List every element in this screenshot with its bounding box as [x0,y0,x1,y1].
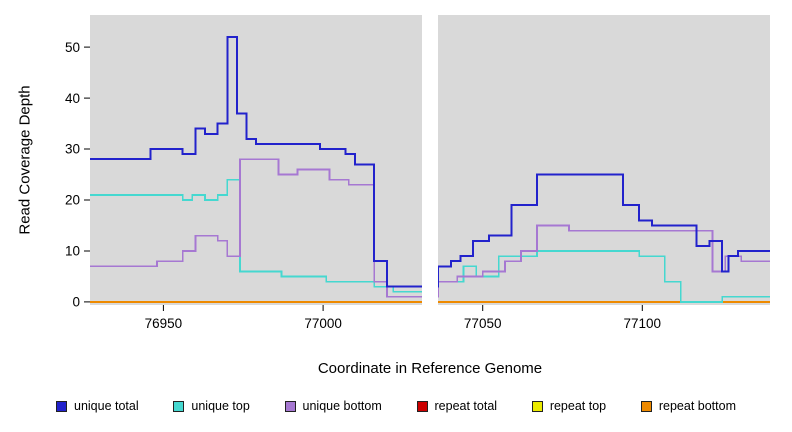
legend-item-unique-bottom: unique bottom [284,399,382,413]
series-unique-bottom [90,158,770,298]
legend-item-repeat-total: repeat total [416,399,498,413]
y-tick-label: 10 [65,244,80,259]
legend-label: unique total [74,399,139,413]
legend-item-repeat-bottom: repeat bottom [640,399,736,413]
legend-label: unique bottom [302,399,382,413]
x-tick-label: 77050 [464,316,502,331]
y-tick-label: 40 [65,91,80,106]
legend-swatch-icon [416,400,428,412]
legend-label: repeat total [434,399,498,413]
y-tick-label: 50 [65,40,80,55]
legend-swatch-icon [173,400,185,412]
legend-label: unique top [191,399,250,413]
no-data-gap [422,15,438,305]
y-tick-label: 20 [65,193,80,208]
legend: unique total unique top unique bottom repea… [0,399,792,413]
y-axis-label: Read Coverage Depth [16,85,34,235]
x-tick-label: 77100 [624,316,662,331]
legend-swatch-icon [640,400,652,412]
legend-swatch-icon [531,400,543,412]
legend-label: repeat top [549,399,607,413]
y-tick-label: 30 [65,142,80,157]
y-tick-label: 0 [72,295,80,310]
legend-item-repeat-top: repeat top [531,399,607,413]
x-tick-label: 76950 [145,316,183,331]
legend-item-unique-top: unique top [173,399,250,413]
series-unique-top [90,178,770,303]
legend-swatch-icon [56,400,67,412]
legend-label: repeat bottom [658,399,736,413]
legend-item-unique-total: unique total [56,399,139,413]
x-tick-label: 77000 [304,316,342,331]
x-axis-label: Coordinate in Reference Genome [317,360,543,377]
legend-swatch-icon [284,400,296,412]
